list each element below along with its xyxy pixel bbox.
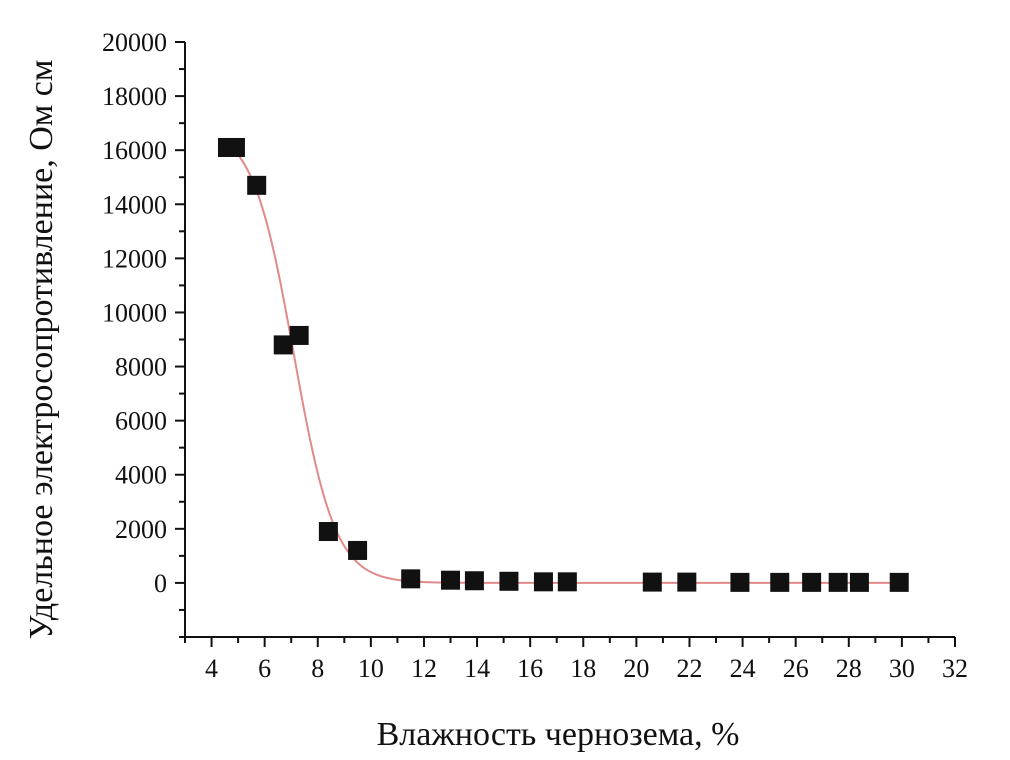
y-axis-title: Удельное электросопротивление, Ом см bbox=[23, 60, 60, 640]
x-tick-label: 28 bbox=[836, 654, 862, 683]
data-point bbox=[247, 175, 267, 195]
x-tick-label: 4 bbox=[205, 654, 218, 683]
x-tick-label: 18 bbox=[570, 654, 596, 683]
data-point bbox=[401, 569, 421, 589]
x-tick-label: 22 bbox=[676, 654, 702, 683]
data-point bbox=[557, 572, 577, 592]
data-point bbox=[225, 137, 245, 157]
y-axis-ticks: 0 2000 4000 6000 8000 10000 12000 14000 16000 180… bbox=[102, 28, 185, 638]
x-tick-label: 6 bbox=[258, 654, 271, 683]
x-tick-label: 20 bbox=[623, 654, 649, 683]
data-point bbox=[642, 572, 662, 592]
data-point bbox=[273, 335, 293, 355]
data-points bbox=[217, 137, 909, 592]
data-point bbox=[464, 571, 484, 591]
data-point bbox=[289, 325, 309, 345]
x-tick-label: 26 bbox=[783, 654, 809, 683]
data-point bbox=[828, 572, 848, 592]
data-point bbox=[889, 572, 909, 592]
x-tick-label: 30 bbox=[889, 654, 915, 683]
y-tick-label: 10000 bbox=[102, 298, 167, 327]
x-tick-label: 32 bbox=[942, 654, 968, 683]
data-point bbox=[499, 571, 519, 591]
y-tick-label: 14000 bbox=[102, 190, 167, 219]
data-point bbox=[318, 522, 338, 542]
data-point bbox=[348, 540, 368, 560]
x-tick-label: 24 bbox=[730, 654, 756, 683]
x-tick-label: 10 bbox=[358, 654, 384, 683]
y-tick-label: 4000 bbox=[115, 461, 167, 490]
x-tick-label: 8 bbox=[311, 654, 324, 683]
x-axis-title: Влажность чернозема, % bbox=[377, 716, 740, 753]
y-tick-label: 20000 bbox=[102, 28, 167, 57]
x-tick-label: 14 bbox=[464, 654, 490, 683]
y-tick-label: 6000 bbox=[115, 407, 167, 436]
fit-curve bbox=[226, 142, 902, 584]
y-tick-label: 16000 bbox=[102, 136, 167, 165]
data-point bbox=[802, 572, 822, 592]
data-point bbox=[677, 572, 697, 592]
y-tick-label: 8000 bbox=[115, 353, 167, 382]
y-tick-label: 12000 bbox=[102, 244, 167, 273]
data-point bbox=[770, 572, 790, 592]
y-tick-label: 0 bbox=[154, 569, 167, 598]
x-axis-ticks: 4 6 8 10 12 14 16 18 20 22 24 26 28 30 32 bbox=[184, 637, 968, 683]
data-point bbox=[849, 572, 869, 592]
x-tick-label: 16 bbox=[517, 654, 543, 683]
x-tick-label: 12 bbox=[411, 654, 437, 683]
data-point bbox=[730, 572, 750, 592]
y-tick-label: 2000 bbox=[115, 515, 167, 544]
data-point bbox=[441, 570, 461, 590]
data-point bbox=[533, 572, 553, 592]
y-tick-label: 18000 bbox=[102, 82, 167, 111]
